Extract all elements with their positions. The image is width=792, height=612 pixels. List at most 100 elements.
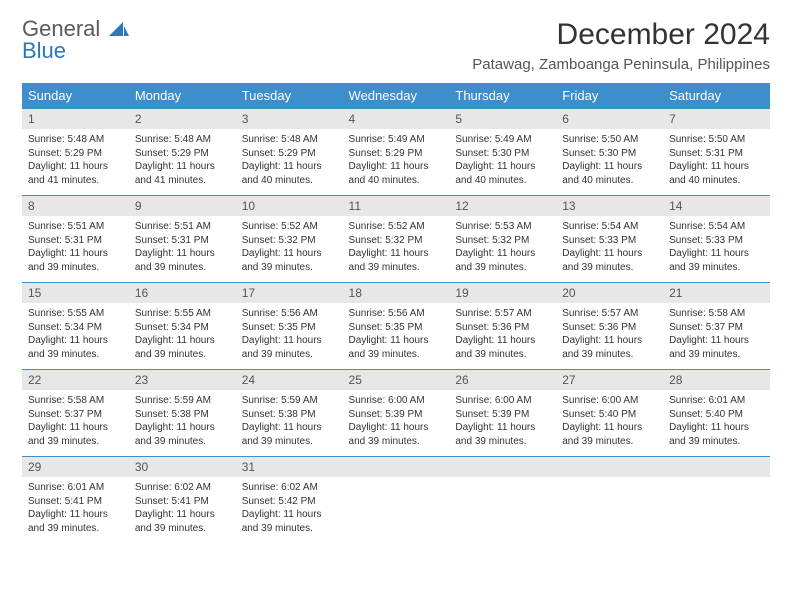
calendar-cell: 18Sunrise: 5:56 AMSunset: 5:35 PMDayligh… [343,283,450,370]
daylight-text: Daylight: 11 hours and 39 minutes. [349,334,444,361]
daylight-text: Daylight: 11 hours and 39 minutes. [455,247,550,274]
calendar-cell: 9Sunrise: 5:51 AMSunset: 5:31 PMDaylight… [129,196,236,283]
daylight-text: Daylight: 11 hours and 39 minutes. [242,247,337,274]
calendar-cell-empty: . [449,457,556,544]
sunset-text: Sunset: 5:30 PM [562,147,657,161]
brand-logo: General Blue [22,18,129,62]
sunrise-text: Sunrise: 5:49 AM [349,133,444,147]
calendar-cell-empty: . [663,457,770,544]
calendar-body: 1Sunrise: 5:48 AMSunset: 5:29 PMDaylight… [22,109,770,544]
day-number: 23 [129,370,236,390]
sunrise-text: Sunrise: 6:02 AM [242,481,337,495]
sunrise-text: Sunrise: 5:56 AM [242,307,337,321]
day-number: 19 [449,283,556,303]
day-number: 12 [449,196,556,216]
daylight-text: Daylight: 11 hours and 40 minutes. [349,160,444,187]
calendar-cell: 10Sunrise: 5:52 AMSunset: 5:32 PMDayligh… [236,196,343,283]
day-number: 29 [22,457,129,477]
daylight-text: Daylight: 11 hours and 39 minutes. [562,421,657,448]
day-number: 30 [129,457,236,477]
calendar-cell: 21Sunrise: 5:58 AMSunset: 5:37 PMDayligh… [663,283,770,370]
day-number: 31 [236,457,343,477]
daylight-text: Daylight: 11 hours and 39 minutes. [28,247,123,274]
month-title: December 2024 [472,18,770,52]
daylight-text: Daylight: 11 hours and 39 minutes. [28,334,123,361]
day-details: Sunrise: 5:54 AMSunset: 5:33 PMDaylight:… [663,216,770,282]
day-details: Sunrise: 6:00 AMSunset: 5:40 PMDaylight:… [556,390,663,456]
daylight-text: Daylight: 11 hours and 39 minutes. [562,247,657,274]
sunset-text: Sunset: 5:31 PM [135,234,230,248]
sunset-text: Sunset: 5:32 PM [455,234,550,248]
sunrise-text: Sunrise: 5:52 AM [242,220,337,234]
weekday-header: Thursday [449,83,556,109]
sunset-text: Sunset: 5:36 PM [562,321,657,335]
sunset-text: Sunset: 5:38 PM [135,408,230,422]
daylight-text: Daylight: 11 hours and 39 minutes. [135,334,230,361]
sunset-text: Sunset: 5:31 PM [28,234,123,248]
sunrise-text: Sunrise: 6:00 AM [349,394,444,408]
calendar-cell: 23Sunrise: 5:59 AMSunset: 5:38 PMDayligh… [129,370,236,457]
daylight-text: Daylight: 11 hours and 39 minutes. [669,421,764,448]
sunset-text: Sunset: 5:37 PM [28,408,123,422]
sunset-text: Sunset: 5:39 PM [349,408,444,422]
day-details: Sunrise: 5:48 AMSunset: 5:29 PMDaylight:… [129,129,236,195]
sunset-text: Sunset: 5:41 PM [135,495,230,509]
day-details: Sunrise: 6:02 AMSunset: 5:42 PMDaylight:… [236,477,343,543]
sunrise-text: Sunrise: 5:51 AM [135,220,230,234]
calendar-cell: 24Sunrise: 5:59 AMSunset: 5:38 PMDayligh… [236,370,343,457]
day-number: 18 [343,283,450,303]
day-number: 25 [343,370,450,390]
day-details: Sunrise: 5:53 AMSunset: 5:32 PMDaylight:… [449,216,556,282]
sunrise-text: Sunrise: 5:55 AM [135,307,230,321]
day-details: Sunrise: 5:56 AMSunset: 5:35 PMDaylight:… [236,303,343,369]
day-details: Sunrise: 5:58 AMSunset: 5:37 PMDaylight:… [663,303,770,369]
day-details: Sunrise: 5:59 AMSunset: 5:38 PMDaylight:… [236,390,343,456]
sunset-text: Sunset: 5:41 PM [28,495,123,509]
calendar-cell: 7Sunrise: 5:50 AMSunset: 5:31 PMDaylight… [663,109,770,196]
daylight-text: Daylight: 11 hours and 40 minutes. [669,160,764,187]
day-number: 17 [236,283,343,303]
sunrise-text: Sunrise: 5:54 AM [669,220,764,234]
calendar-weekday-header: SundayMondayTuesdayWednesdayThursdayFrid… [22,83,770,109]
day-details: Sunrise: 5:50 AMSunset: 5:30 PMDaylight:… [556,129,663,195]
sunrise-text: Sunrise: 6:01 AM [669,394,764,408]
sunrise-text: Sunrise: 5:58 AM [669,307,764,321]
calendar-cell: 11Sunrise: 5:52 AMSunset: 5:32 PMDayligh… [343,196,450,283]
sunrise-text: Sunrise: 6:01 AM [28,481,123,495]
day-number: 5 [449,109,556,129]
daylight-text: Daylight: 11 hours and 39 minutes. [135,421,230,448]
day-details: Sunrise: 5:49 AMSunset: 5:30 PMDaylight:… [449,129,556,195]
calendar-table: SundayMondayTuesdayWednesdayThursdayFrid… [22,83,770,543]
daylight-text: Daylight: 11 hours and 40 minutes. [242,160,337,187]
calendar-cell: 25Sunrise: 6:00 AMSunset: 5:39 PMDayligh… [343,370,450,457]
day-number: 9 [129,196,236,216]
sunrise-text: Sunrise: 5:57 AM [562,307,657,321]
day-number: 8 [22,196,129,216]
day-number: 14 [663,196,770,216]
calendar-cell: 6Sunrise: 5:50 AMSunset: 5:30 PMDaylight… [556,109,663,196]
day-number: 4 [343,109,450,129]
sunrise-text: Sunrise: 5:50 AM [669,133,764,147]
sunrise-text: Sunrise: 6:00 AM [562,394,657,408]
day-details: Sunrise: 5:55 AMSunset: 5:34 PMDaylight:… [22,303,129,369]
calendar-cell: 20Sunrise: 5:57 AMSunset: 5:36 PMDayligh… [556,283,663,370]
calendar-row: 1Sunrise: 5:48 AMSunset: 5:29 PMDaylight… [22,109,770,196]
sunrise-text: Sunrise: 5:56 AM [349,307,444,321]
sunrise-text: Sunrise: 5:58 AM [28,394,123,408]
day-number: 27 [556,370,663,390]
sunrise-text: Sunrise: 5:51 AM [28,220,123,234]
day-number: 20 [556,283,663,303]
daylight-text: Daylight: 11 hours and 39 minutes. [135,508,230,535]
sunset-text: Sunset: 5:29 PM [135,147,230,161]
page-header: General Blue December 2024 Patawag, Zamb… [22,18,770,73]
day-number: 28 [663,370,770,390]
sunset-text: Sunset: 5:34 PM [28,321,123,335]
day-details: Sunrise: 5:57 AMSunset: 5:36 PMDaylight:… [449,303,556,369]
weekday-header: Tuesday [236,83,343,109]
day-number: 22 [22,370,129,390]
brand-line2: Blue [22,38,66,63]
calendar-cell: 27Sunrise: 6:00 AMSunset: 5:40 PMDayligh… [556,370,663,457]
sunset-text: Sunset: 5:29 PM [242,147,337,161]
calendar-cell: 30Sunrise: 6:02 AMSunset: 5:41 PMDayligh… [129,457,236,544]
calendar-row: 22 Sunrise: 5:58 AMSunset: 5:37 PM Dayligh… [22,370,770,457]
